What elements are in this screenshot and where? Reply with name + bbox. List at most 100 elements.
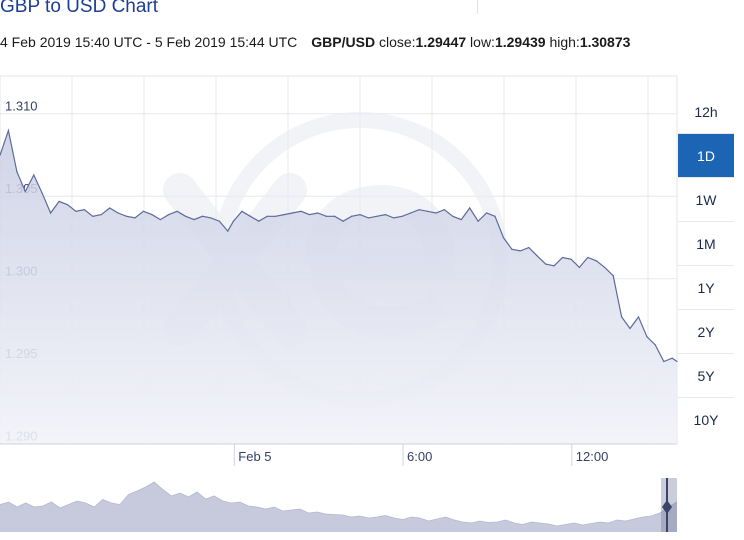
price-point (142, 210, 145, 212)
price-point (519, 250, 521, 252)
low-value: 1.29439 (494, 34, 546, 50)
x-tick-label: Feb 5 (238, 449, 271, 464)
price-point (376, 215, 378, 217)
range-button-1d[interactable]: 1D (678, 134, 734, 178)
price-point (629, 327, 631, 330)
y-tick-label: 1.310 (5, 99, 38, 114)
price-point (384, 214, 386, 216)
price-point (227, 230, 229, 232)
price-point (426, 210, 429, 212)
price-point (469, 207, 471, 209)
period-range: 4 Feb 2019 15:40 UTC - 5 Feb 2019 15:44 … (0, 34, 298, 50)
time-range-selector: 12h 1D 1W 1M 1Y 2Y 5Y 10Y (678, 90, 734, 442)
navigator-handle[interactable] (661, 478, 677, 532)
range-button-1y[interactable]: 1Y (678, 266, 734, 310)
price-point (604, 266, 606, 269)
price-point (502, 237, 505, 239)
price-line (0, 128, 678, 363)
price-point (401, 215, 403, 217)
price-point (50, 212, 52, 214)
price-area (0, 130, 677, 444)
price-point (75, 210, 77, 212)
price-point (477, 220, 479, 222)
price-point (308, 214, 310, 216)
price-point (33, 174, 35, 176)
high-label: high: (549, 34, 580, 50)
price-point (300, 210, 302, 212)
price-point (663, 360, 665, 363)
price-point (117, 212, 119, 214)
price-point (393, 217, 395, 219)
price-point (151, 214, 153, 216)
price-point (511, 248, 513, 250)
price-point (218, 220, 220, 222)
price-point (587, 256, 589, 259)
range-button-1w[interactable]: 1W (678, 178, 734, 222)
price-point (92, 215, 94, 217)
price-point (7, 129, 10, 132)
price-point (410, 212, 412, 214)
price-point (0, 154, 1, 156)
price-point (485, 212, 488, 214)
price-point (536, 255, 538, 257)
price-point (159, 218, 161, 221)
price-point (570, 258, 572, 260)
price-point (291, 212, 294, 214)
price-point (494, 215, 496, 217)
price-point (201, 215, 204, 217)
price-point (452, 215, 454, 217)
price-point (83, 209, 85, 211)
chart-title: GBP to USD Chart (0, 0, 159, 17)
range-button-2y[interactable]: 2Y (678, 310, 734, 354)
price-point (443, 209, 445, 211)
range-button-1m[interactable]: 1M (678, 222, 734, 266)
price-point (266, 215, 268, 217)
currency-pair: GBP/USD (311, 34, 376, 50)
high-value: 1.30873 (579, 34, 631, 50)
low-label: low: (470, 34, 495, 50)
price-point (258, 220, 260, 222)
price-point (578, 266, 581, 269)
price-point (671, 357, 673, 359)
price-point (646, 336, 648, 338)
price-point (676, 360, 678, 363)
price-point (168, 214, 170, 216)
navigator-line (0, 481, 678, 527)
price-point (176, 210, 178, 212)
x-tick-label: 12:00 (576, 449, 609, 464)
price-point (134, 217, 136, 219)
close-label: close: (378, 34, 416, 50)
price-point (185, 215, 187, 217)
price-point (275, 215, 277, 217)
price-point (620, 316, 623, 318)
navigator-grip-icon (662, 500, 672, 514)
price-point (528, 247, 530, 249)
price-point (545, 263, 547, 265)
price-point (637, 316, 640, 318)
title-divider (477, 0, 478, 14)
price-point (16, 171, 18, 173)
x-tick-label: 6:00 (407, 449, 432, 464)
price-point (58, 200, 60, 203)
price-point (24, 190, 26, 193)
price-point (342, 220, 344, 222)
price-point (460, 218, 462, 221)
price-point (41, 192, 43, 194)
price-point (553, 265, 555, 267)
price-point (367, 217, 370, 219)
price-point (334, 215, 336, 217)
price-point (325, 215, 327, 217)
price-point (249, 215, 251, 217)
range-button-12h[interactable]: 12h (678, 90, 734, 134)
range-button-10y[interactable]: 10Y (693, 412, 719, 428)
price-point (654, 344, 656, 346)
price-point (418, 209, 420, 211)
chart-summary: 4 Feb 2019 15:40 UTC - 5 Feb 2019 15:44 … (0, 34, 630, 50)
price-point (125, 215, 128, 217)
price-point (283, 214, 285, 216)
price-point (232, 220, 235, 222)
close-value: 1.29447 (415, 34, 467, 50)
range-button-5y[interactable]: 5Y (678, 354, 734, 398)
price-point (109, 207, 111, 209)
